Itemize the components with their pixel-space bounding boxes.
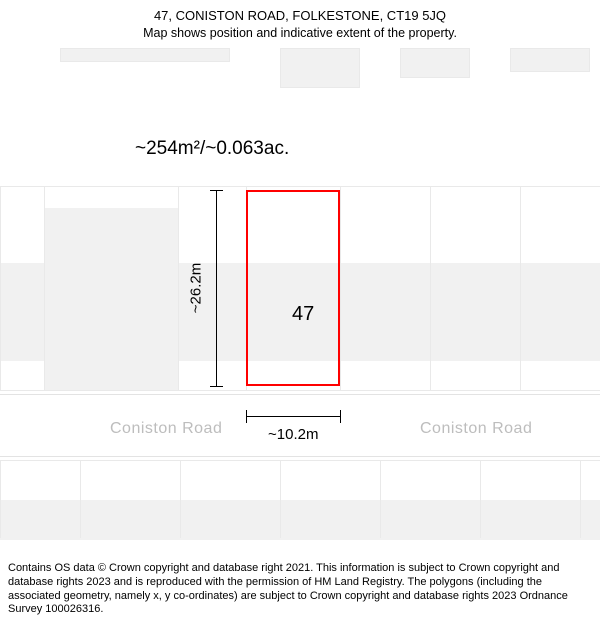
plot-boundary-line [430, 186, 431, 390]
building-top-partial [60, 48, 230, 62]
building-left-block [44, 208, 178, 390]
house-number: 47 [292, 303, 314, 326]
plot-boundary-line [180, 460, 181, 538]
dimension-cap [210, 190, 223, 191]
road-edge [0, 456, 600, 457]
dimension-height-label: ~26.2m [188, 263, 205, 313]
plot-boundary-line [178, 186, 179, 390]
page-title: 47, CONISTON ROAD, FOLKESTONE, CT19 5JQ [10, 8, 590, 25]
plot-boundary-line [580, 460, 581, 538]
plot-boundary-line [0, 460, 600, 461]
header: 47, CONISTON ROAD, FOLKESTONE, CT19 5JQ … [0, 0, 600, 45]
plot-boundary-line [0, 186, 1, 390]
building-top-partial [510, 48, 590, 72]
plot-boundary-line [0, 390, 600, 391]
dimension-cap [210, 386, 223, 387]
plot-boundary-line [80, 460, 81, 538]
plot-boundary-line [340, 186, 341, 390]
footer-copyright: Contains OS data © Crown copyright and d… [0, 556, 600, 625]
building-top-partial [400, 48, 470, 78]
road-name: Coniston Road [420, 420, 532, 438]
plot-boundary-line [0, 186, 600, 187]
building-top-partial [280, 48, 360, 88]
plot-boundary-line [480, 460, 481, 538]
plot-boundary-line [520, 186, 521, 390]
plot-boundary-line [44, 186, 45, 390]
plot-boundary-line [380, 460, 381, 538]
dimension-line-vertical [216, 190, 217, 386]
dimension-cap [340, 410, 341, 423]
dimension-cap [246, 410, 247, 423]
area-label: ~254m²/~0.063ac. [135, 138, 289, 160]
dimension-line-horizontal [246, 416, 340, 417]
map: Coniston Road Coniston Road 47 ~254m²/~0.06… [0, 48, 600, 538]
road-name: Coniston Road [110, 420, 222, 438]
plot-boundary-line [280, 460, 281, 538]
page-subtitle: Map shows position and indicative extent… [10, 25, 590, 41]
plot-boundary-line [0, 460, 1, 538]
dimension-width-label: ~10.2m [268, 426, 318, 443]
building-strip-bottom [0, 500, 600, 540]
